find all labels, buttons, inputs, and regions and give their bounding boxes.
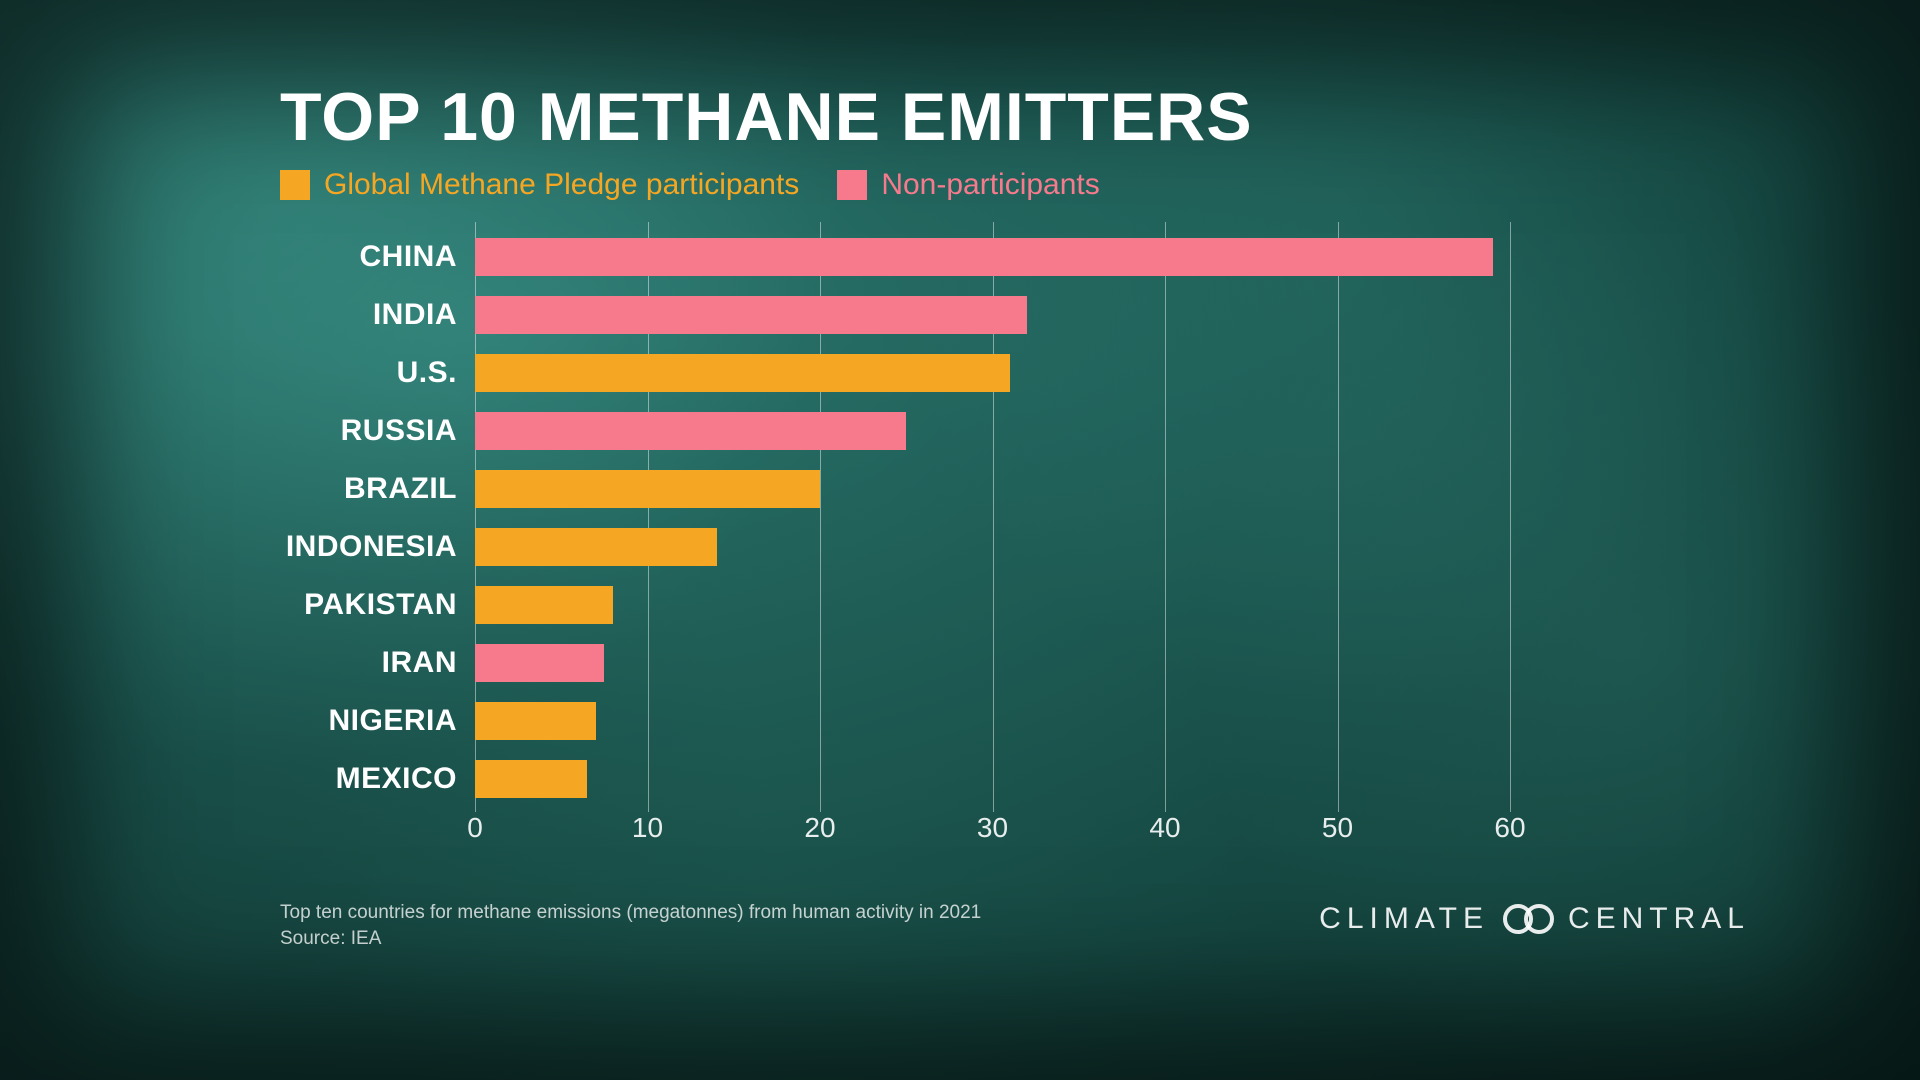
x-axis-tick-label: 30 xyxy=(977,812,1008,844)
bar-row xyxy=(475,750,1510,808)
y-axis-label: INDONESIA xyxy=(280,518,475,576)
bar-row xyxy=(475,576,1510,634)
y-axis-label: BRAZIL xyxy=(280,460,475,518)
bar xyxy=(475,296,1027,334)
y-axis-labels: CHINAINDIAU.S.RUSSIABRAZILINDONESIAPAKIS… xyxy=(280,222,475,862)
y-axis-label: INDIA xyxy=(280,286,475,344)
brand-text-right: CENTRAL xyxy=(1568,902,1750,936)
caption-line-1: Top ten countries for methane emissions … xyxy=(280,900,981,926)
bar-row xyxy=(475,228,1510,286)
plot-area: 0102030405060 xyxy=(475,222,1510,850)
bar xyxy=(475,412,906,450)
chart-title: TOP 10 METHANE EMITTERS xyxy=(280,78,1253,156)
x-axis-tick-label: 60 xyxy=(1494,812,1525,844)
brand-text-left: CLIMATE xyxy=(1319,902,1489,936)
x-axis-tick-label: 0 xyxy=(467,812,483,844)
bar xyxy=(475,354,1010,392)
bar xyxy=(475,528,717,566)
bar-chart: CHINAINDIAU.S.RUSSIABRAZILINDONESIAPAKIS… xyxy=(280,222,1510,862)
y-axis-label: MEXICO xyxy=(280,750,475,808)
legend-label-nonparticipant: Non-participants xyxy=(881,168,1099,202)
x-axis-tick-label: 40 xyxy=(1149,812,1180,844)
bar xyxy=(475,586,613,624)
brand-logo: CLIMATE CENTRAL xyxy=(1319,902,1750,936)
legend-swatch-nonparticipant xyxy=(837,170,867,200)
bar-row xyxy=(475,460,1510,518)
y-axis-label: PAKISTAN xyxy=(280,576,475,634)
legend: Global Methane Pledge participants Non-p… xyxy=(280,168,1100,202)
x-axis-tick-label: 20 xyxy=(804,812,835,844)
bar-row xyxy=(475,344,1510,402)
y-axis-label: CHINA xyxy=(280,228,475,286)
bar xyxy=(475,702,596,740)
y-axis-label: IRAN xyxy=(280,634,475,692)
legend-item-participant: Global Methane Pledge participants xyxy=(280,168,799,202)
bar-row xyxy=(475,402,1510,460)
legend-swatch-participant xyxy=(280,170,310,200)
y-axis-label: RUSSIA xyxy=(280,402,475,460)
infinity-icon xyxy=(1503,904,1554,934)
bar-row xyxy=(475,692,1510,750)
caption-line-2: Source: IEA xyxy=(280,926,981,952)
gridline xyxy=(1510,222,1511,812)
bar xyxy=(475,470,820,508)
bar xyxy=(475,238,1493,276)
x-axis-tick-label: 50 xyxy=(1322,812,1353,844)
bar xyxy=(475,760,587,798)
legend-label-participant: Global Methane Pledge participants xyxy=(324,168,799,202)
bar xyxy=(475,644,604,682)
bar-row xyxy=(475,286,1510,344)
x-axis-tick-label: 10 xyxy=(632,812,663,844)
chart-caption: Top ten countries for methane emissions … xyxy=(280,900,981,951)
bar-row xyxy=(475,634,1510,692)
y-axis-label: U.S. xyxy=(280,344,475,402)
bars-container xyxy=(475,228,1510,808)
y-axis-label: NIGERIA xyxy=(280,692,475,750)
legend-item-nonparticipant: Non-participants xyxy=(837,168,1099,202)
bar-row xyxy=(475,518,1510,576)
